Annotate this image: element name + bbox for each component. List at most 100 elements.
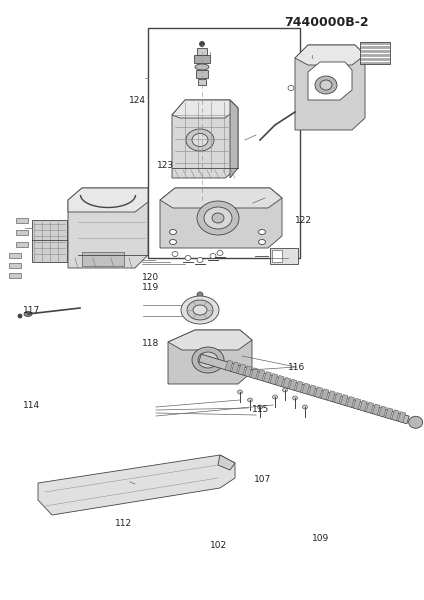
Polygon shape	[168, 330, 252, 384]
Polygon shape	[315, 387, 323, 398]
Bar	[9, 253, 21, 258]
Ellipse shape	[237, 390, 243, 394]
Ellipse shape	[302, 405, 307, 409]
Text: 122: 122	[295, 216, 312, 225]
Polygon shape	[289, 379, 297, 390]
Polygon shape	[366, 402, 374, 413]
Polygon shape	[347, 397, 354, 407]
Polygon shape	[295, 45, 365, 65]
Polygon shape	[283, 377, 290, 388]
Polygon shape	[353, 398, 361, 409]
Polygon shape	[230, 100, 238, 178]
Text: 123: 123	[157, 160, 174, 169]
Ellipse shape	[259, 229, 265, 235]
Ellipse shape	[170, 239, 176, 245]
Polygon shape	[264, 371, 271, 383]
Ellipse shape	[187, 300, 213, 320]
Text: 109: 109	[312, 534, 329, 543]
Bar	[9, 263, 21, 268]
Polygon shape	[340, 394, 348, 406]
Ellipse shape	[185, 256, 191, 260]
Bar	[32, 220, 67, 262]
Polygon shape	[385, 408, 393, 419]
Ellipse shape	[248, 398, 253, 402]
Polygon shape	[225, 360, 233, 371]
Polygon shape	[302, 383, 310, 394]
Ellipse shape	[259, 239, 265, 245]
Text: 114: 114	[23, 401, 40, 409]
Ellipse shape	[198, 352, 218, 368]
Polygon shape	[296, 381, 303, 392]
Polygon shape	[160, 188, 282, 208]
Text: 115: 115	[252, 405, 270, 414]
Ellipse shape	[195, 64, 209, 70]
Ellipse shape	[200, 41, 204, 46]
Bar	[16, 218, 28, 223]
Polygon shape	[257, 370, 265, 380]
Polygon shape	[321, 389, 329, 400]
Ellipse shape	[172, 251, 178, 257]
Bar	[197, 48, 207, 55]
Ellipse shape	[24, 311, 32, 317]
Ellipse shape	[212, 213, 224, 223]
Polygon shape	[238, 364, 245, 375]
Polygon shape	[308, 385, 316, 396]
Ellipse shape	[197, 292, 203, 298]
Ellipse shape	[257, 405, 262, 409]
Ellipse shape	[293, 396, 298, 400]
Ellipse shape	[273, 395, 277, 399]
Bar	[16, 242, 28, 247]
Polygon shape	[172, 100, 238, 118]
Polygon shape	[199, 354, 409, 424]
Ellipse shape	[204, 356, 212, 364]
Polygon shape	[244, 366, 252, 377]
Bar	[196, 70, 208, 78]
Text: 119: 119	[142, 283, 159, 292]
Ellipse shape	[210, 253, 216, 259]
Text: 124: 124	[129, 96, 146, 106]
Polygon shape	[68, 188, 148, 212]
Polygon shape	[276, 376, 284, 386]
Polygon shape	[398, 412, 406, 422]
Polygon shape	[328, 391, 335, 401]
Bar	[198, 79, 206, 85]
Bar	[194, 55, 210, 63]
Ellipse shape	[192, 347, 224, 373]
Text: 120: 120	[142, 272, 159, 281]
Polygon shape	[392, 410, 399, 421]
Bar	[148, 28, 300, 258]
Bar	[82, 252, 124, 266]
Bar	[360, 42, 390, 64]
Ellipse shape	[186, 129, 214, 151]
Polygon shape	[372, 404, 380, 415]
Ellipse shape	[315, 76, 337, 94]
Ellipse shape	[197, 201, 239, 235]
Text: 118: 118	[142, 338, 159, 347]
Ellipse shape	[288, 85, 294, 91]
Polygon shape	[295, 45, 365, 130]
Polygon shape	[360, 400, 367, 411]
Ellipse shape	[409, 416, 423, 428]
Text: 117: 117	[23, 306, 41, 316]
Ellipse shape	[192, 133, 208, 146]
Bar	[272, 250, 282, 262]
Polygon shape	[160, 188, 282, 248]
Ellipse shape	[282, 388, 287, 392]
Text: 112: 112	[114, 518, 131, 528]
Ellipse shape	[193, 305, 207, 315]
Text: 7440000B-2: 7440000B-2	[284, 16, 369, 29]
Ellipse shape	[197, 257, 203, 263]
Ellipse shape	[181, 296, 219, 324]
Text: 107: 107	[254, 475, 272, 485]
Polygon shape	[168, 330, 252, 350]
Polygon shape	[379, 406, 387, 417]
Bar	[9, 273, 21, 278]
Polygon shape	[334, 392, 342, 404]
Bar	[270, 248, 298, 264]
Polygon shape	[68, 188, 148, 268]
Ellipse shape	[217, 251, 223, 256]
Ellipse shape	[170, 229, 176, 235]
Ellipse shape	[320, 80, 332, 90]
Polygon shape	[38, 455, 235, 515]
Polygon shape	[218, 455, 235, 470]
